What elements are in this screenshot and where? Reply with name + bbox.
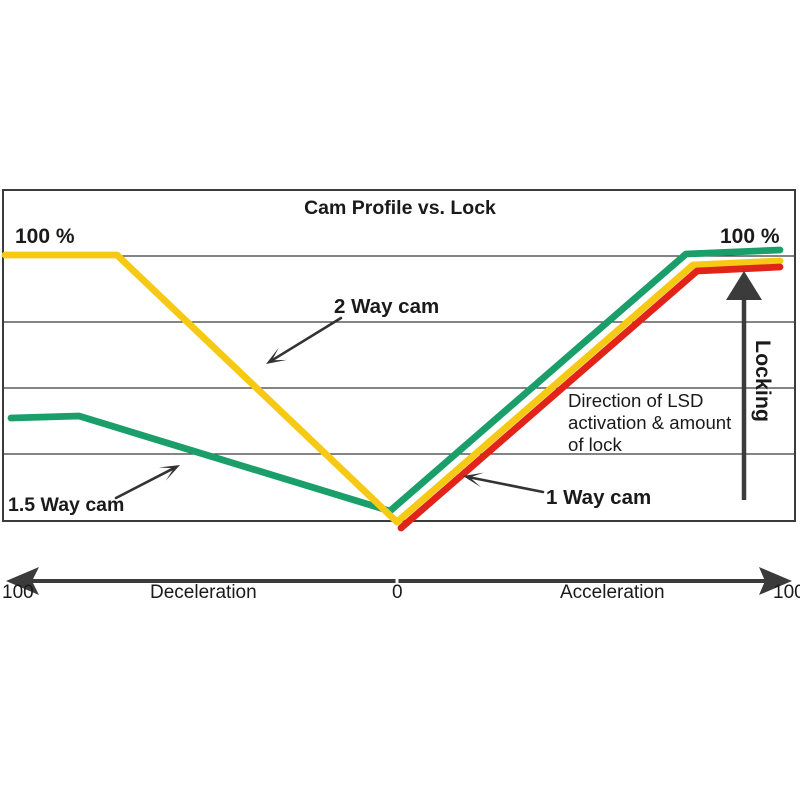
svg-text:100: 100	[773, 582, 800, 603]
svg-text:1 Way cam: 1 Way cam	[546, 486, 651, 509]
svg-text:Acceleration: Acceleration	[560, 582, 665, 603]
svg-text:0: 0	[392, 582, 403, 603]
svg-text:Cam Profile vs. Lock: Cam Profile vs. Lock	[304, 197, 496, 219]
svg-text:Direction of LSD: Direction of LSD	[568, 390, 703, 411]
svg-text:100: 100	[2, 582, 34, 603]
svg-text:Deceleration: Deceleration	[150, 582, 257, 603]
svg-text:activation & amount: activation & amount	[568, 412, 732, 433]
svg-text:Locking: Locking	[751, 340, 775, 422]
svg-text:1.5 Way cam: 1.5 Way cam	[8, 494, 124, 516]
svg-text:100 %: 100 %	[15, 225, 75, 248]
svg-text:100 %: 100 %	[720, 225, 780, 248]
svg-text:2 Way cam: 2 Way cam	[334, 295, 439, 318]
svg-text:of lock: of lock	[568, 434, 622, 455]
